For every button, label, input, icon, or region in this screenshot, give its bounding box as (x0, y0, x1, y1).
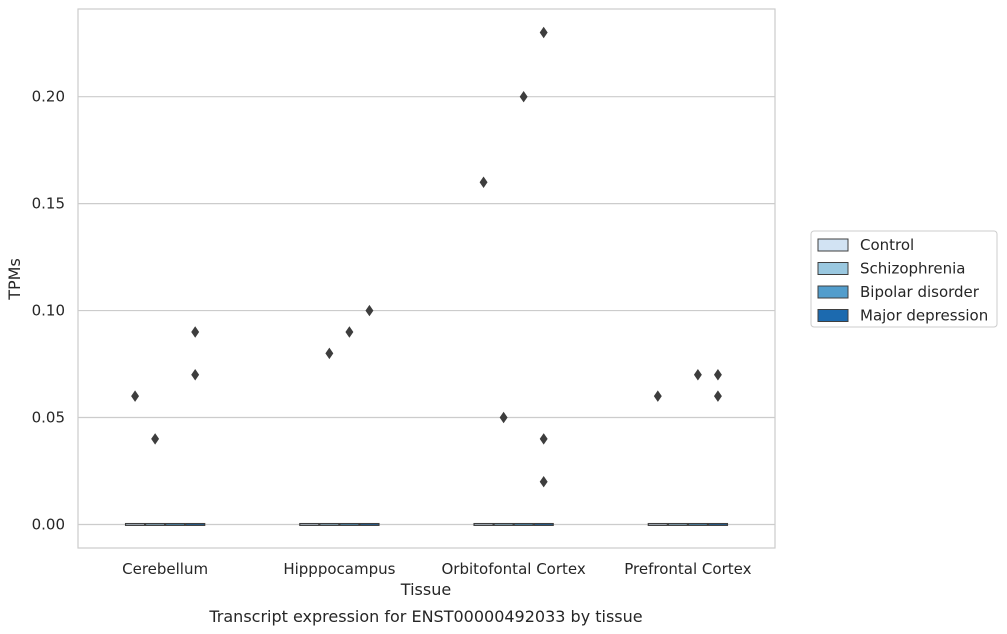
legend-label: Bipolar disorder (860, 283, 980, 301)
outlier-point (365, 304, 374, 317)
box (707, 522, 729, 526)
outlier-point (191, 369, 200, 381)
box (513, 522, 534, 526)
box (473, 522, 494, 526)
box (647, 522, 668, 526)
outlier-point (325, 347, 334, 360)
legend-swatch (817, 262, 849, 275)
box (359, 522, 380, 526)
y-tick-label: 0.10 (32, 302, 65, 320)
outlier-point (713, 369, 722, 381)
legend-label: Major depression (860, 307, 988, 325)
legend-swatch (817, 238, 849, 252)
outlier-point (151, 433, 160, 445)
outlier-point (693, 369, 702, 381)
y-axis-label: TPMs (5, 258, 24, 301)
x-axis-ticks: Cerebellum Hipppocampus Orbitofontal Corte… (122, 560, 751, 578)
y-tick-label: 0.20 (32, 88, 65, 106)
box (667, 522, 688, 526)
box (319, 522, 340, 526)
y-tick-label: 0.15 (32, 195, 65, 213)
outlier-point (191, 326, 200, 338)
legend-items: Control Schizophrenia Bipolar disorder Majo… (817, 236, 988, 325)
boxes-layer (124, 522, 729, 526)
legend: Control Schizophrenia Bipolar disorder Majo… (810, 230, 998, 328)
legend-label: Control (860, 236, 914, 254)
x-tick-label: Cerebellum (122, 560, 208, 578)
x-tick-label: Prefrontal Cortex (624, 560, 751, 578)
outlier-point (499, 411, 508, 424)
outlier-point (345, 326, 354, 338)
outlier-point (539, 433, 548, 445)
outlier-point (479, 176, 488, 188)
x-tick-label: Orbitofontal Cortex (442, 560, 586, 578)
box (493, 522, 514, 526)
box (124, 522, 146, 526)
y-tick-label: 0.00 (32, 515, 65, 533)
x-tick-label: Hipppocampus (283, 560, 395, 578)
legend-frame (810, 230, 998, 328)
legend-swatch (817, 309, 849, 322)
outlier-point (713, 390, 722, 402)
x-axis-label: Tissue (400, 580, 451, 599)
box (165, 522, 186, 526)
outliers-layer (131, 26, 722, 488)
outlier-point (519, 90, 528, 103)
outlier-point (539, 26, 548, 39)
plot-area (77, 8, 776, 549)
chart-caption: Transcript expression for ENST0000049203… (208, 607, 642, 626)
box (339, 522, 360, 526)
box (533, 522, 554, 526)
y-axis-ticks: 0.00 0.05 0.10 0.15 0.20 (32, 88, 65, 534)
box (687, 522, 709, 526)
outlier-point (539, 475, 548, 488)
outlier-point (653, 390, 662, 402)
outlier-point (131, 390, 140, 402)
box (185, 522, 206, 526)
box (144, 522, 166, 526)
legend-swatch (817, 285, 849, 299)
grid-layer (78, 96, 775, 526)
box (299, 522, 320, 526)
legend-label: Schizophrenia (860, 260, 965, 278)
y-tick-label: 0.05 (32, 409, 65, 427)
